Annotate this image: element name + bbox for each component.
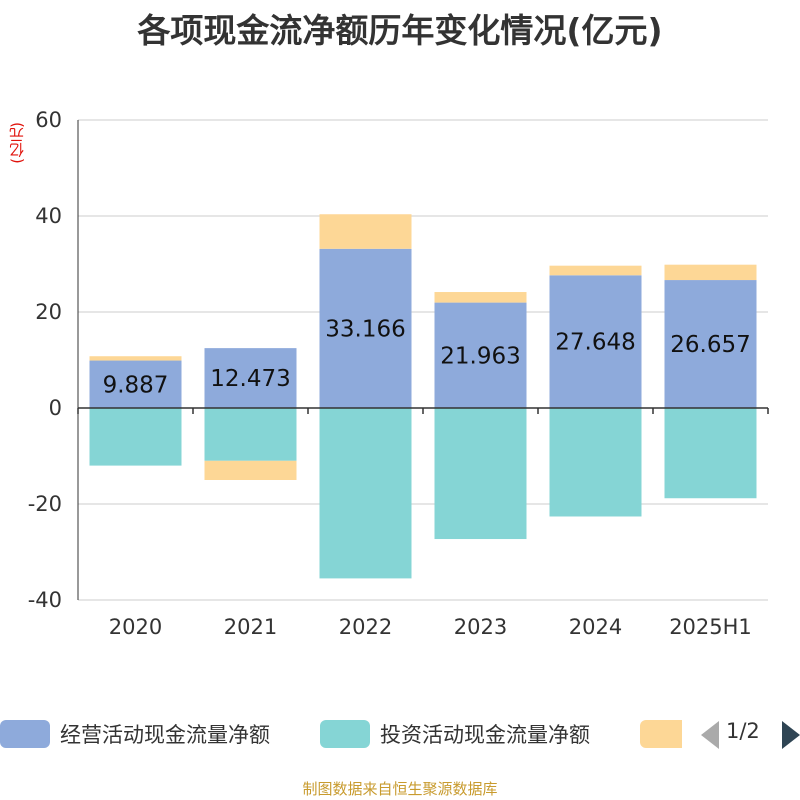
x-tick-label: 2021 [224,615,277,639]
bar-operating-2025H1 [664,280,757,408]
y-tick-label: 60 [35,108,62,132]
data-label: 12.473 [210,366,290,392]
bar-operating-2024 [549,275,642,408]
bar-investing-2021 [204,408,297,461]
data-label: 27.648 [555,330,635,356]
bar-third-2025H1 [664,264,757,281]
y-tick-label: 40 [35,204,62,228]
y-tick-label: 20 [35,300,62,324]
bar-operating-2023 [434,302,527,408]
y-tick-label: 0 [49,396,62,420]
x-tick-label: 2020 [109,615,162,639]
bar-investing-2020 [89,408,182,466]
legend-swatch-third-series [640,720,682,748]
data-label: 21.963 [440,343,520,369]
source-note: 制图数据来自恒生聚源数据库 [302,780,498,798]
x-tick-label: 2022 [339,615,392,639]
bar-investing-2025H1 [664,408,757,499]
legend-label-operating: 经营活动现金流量净额 [60,723,270,747]
legend-item-investing[interactable]: 投资活动现金流量净额 [320,716,590,752]
legend-item-third-series[interactable] [640,716,682,752]
bar-third-2021 [204,460,297,480]
bar-third-2023 [434,292,527,303]
bar-investing-2024 [549,408,642,517]
data-label: 9.887 [103,372,169,398]
chart-title: 各项现金流净额历年变化情况(亿元) [137,11,663,50]
data-label: 26.657 [670,332,750,358]
x-tick-label: 2024 [569,615,622,639]
legend-next-page-icon[interactable] [782,721,800,749]
bar-operating-2021 [204,348,297,408]
legend-label-investing: 投资活动现金流量净额 [380,723,590,747]
bar-third-2024 [549,265,642,276]
y-tick-label: -20 [28,492,62,516]
legend: 经营活动现金流量净额 投资活动现金流量净额 [0,716,800,756]
bar-third-2022 [319,214,412,249]
legend-prev-page-icon[interactable] [701,721,719,749]
bar-investing-2022 [319,408,412,579]
y-tick-label: -40 [28,588,62,612]
legend-swatch-operating [0,720,50,748]
legend-swatch-investing [320,720,370,748]
chart-plot: 60 40 20 0 -20 -40 9.887 12.473 33.166 21.963 27.6… [28,108,769,639]
data-label: 33.166 [325,316,405,342]
legend-page-indicator: 1/2 [726,719,760,743]
legend-item-operating[interactable]: 经营活动现金流量净额 [0,716,270,752]
bar-operating-2022 [319,248,412,408]
bar-third-2020 [89,356,182,361]
x-tick-label: 2025H1 [669,615,752,639]
bar-operating-2020 [89,360,182,408]
x-tick-label: 2023 [454,615,507,639]
bar-investing-2023 [434,408,527,540]
